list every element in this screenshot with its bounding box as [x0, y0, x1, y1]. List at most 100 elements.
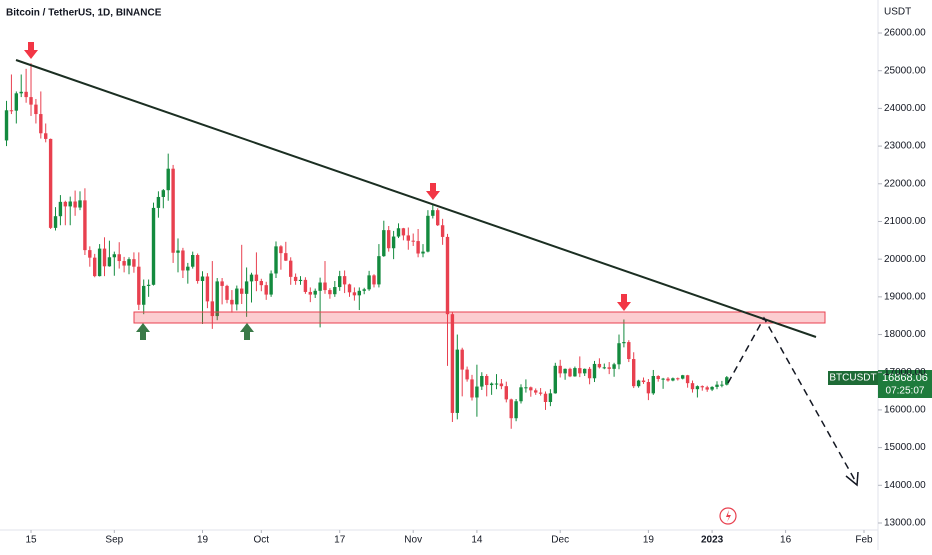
candle-body [235, 288, 239, 305]
candle-body [338, 276, 342, 288]
y-tick-label: 18000.00 [884, 329, 926, 340]
candle-body [284, 253, 288, 261]
candle-body [509, 399, 513, 419]
candle-body [563, 368, 567, 374]
candle-body [372, 275, 376, 285]
candle-body [543, 393, 548, 403]
candle-body [298, 279, 303, 282]
candle-body [342, 276, 347, 285]
candle-body [195, 255, 200, 282]
x-tick-label: Feb [855, 535, 873, 546]
candle-body [240, 288, 244, 294]
candle-body [357, 290, 362, 296]
candle-body [597, 363, 602, 368]
candle-body [244, 281, 249, 294]
candle-body [558, 365, 562, 374]
candle-body [249, 274, 254, 282]
candle-body [465, 369, 469, 380]
candle-body [127, 259, 131, 266]
candle-body [166, 168, 170, 191]
candle-body [666, 378, 670, 381]
candle-body [102, 248, 107, 267]
y-tick-label: 20000.00 [884, 254, 926, 265]
candle-body [450, 314, 455, 413]
down-arrow [617, 294, 631, 311]
candle-body [592, 363, 597, 379]
candle-body [274, 246, 278, 274]
candle-body [48, 138, 53, 228]
candle-body [573, 368, 577, 377]
candle-body [254, 274, 259, 282]
candle-body [470, 379, 474, 398]
candle-body [440, 225, 445, 237]
projection-arrowhead [845, 471, 859, 487]
candle-body [426, 215, 430, 252]
candle-body [695, 386, 700, 390]
y-tick-label: 15000.00 [884, 442, 926, 453]
candle-body [269, 273, 273, 295]
x-tick-label: Oct [254, 535, 270, 546]
symbol-tag [828, 371, 878, 385]
candle-body [622, 342, 626, 344]
candle-body [225, 285, 229, 300]
candle-body [671, 378, 675, 381]
candle-body [29, 97, 33, 105]
x-tick-label: 17 [334, 535, 346, 546]
candle-body [215, 281, 219, 317]
candle-body [107, 257, 112, 267]
support-zone [133, 311, 826, 324]
up-arrow [136, 323, 150, 340]
candle-body [333, 287, 337, 295]
candle-body [24, 91, 28, 98]
candle-body [617, 343, 621, 365]
candle-body [406, 235, 411, 241]
candle-body [308, 291, 313, 295]
candle-body [142, 285, 146, 305]
candle-body [607, 367, 611, 369]
candle-body [578, 368, 582, 374]
y-tick-label: 17000.00 [884, 367, 926, 378]
x-tick-label: 2023 [701, 535, 724, 546]
x-tick-label: 16 [780, 535, 792, 546]
y-tick-label: 21000.00 [884, 216, 926, 227]
candle-body [705, 387, 709, 390]
candle-body [382, 230, 386, 257]
candle-body [627, 342, 631, 360]
candle-body [401, 228, 406, 236]
y-tick-label: 25000.00 [884, 65, 926, 76]
candle-body [181, 250, 185, 271]
candle-body [460, 349, 464, 370]
candle-body [529, 387, 533, 391]
candle-body [548, 393, 553, 403]
candle-body [264, 285, 268, 295]
candle-body [97, 248, 102, 277]
y-tick-label: 24000.00 [884, 103, 926, 114]
candle-body [4, 110, 9, 141]
x-tick-label: 14 [471, 535, 483, 546]
candle-body [362, 289, 366, 291]
y-tick-label: 16000.00 [884, 405, 926, 416]
candle-body [710, 386, 714, 390]
candle-body [200, 276, 205, 282]
candle-body [480, 375, 484, 387]
candle-body [19, 91, 23, 94]
candle-body [176, 250, 180, 253]
candle-body [514, 401, 518, 419]
logo-bolt [726, 510, 731, 522]
candle-body [347, 284, 352, 293]
candle-body [44, 133, 48, 139]
candle-body [83, 200, 87, 251]
candle-body [73, 201, 77, 208]
candle-body [171, 168, 175, 253]
candle-body [411, 240, 415, 242]
y-tick-label: 19000.00 [884, 291, 926, 302]
x-tick-label: Dec [551, 535, 569, 546]
y-tick-label: 14000.00 [884, 480, 926, 491]
candle-body [538, 392, 543, 394]
candle-body [161, 190, 166, 197]
candle-body [568, 368, 572, 377]
candle-body [14, 93, 19, 111]
candle-body [646, 382, 651, 394]
